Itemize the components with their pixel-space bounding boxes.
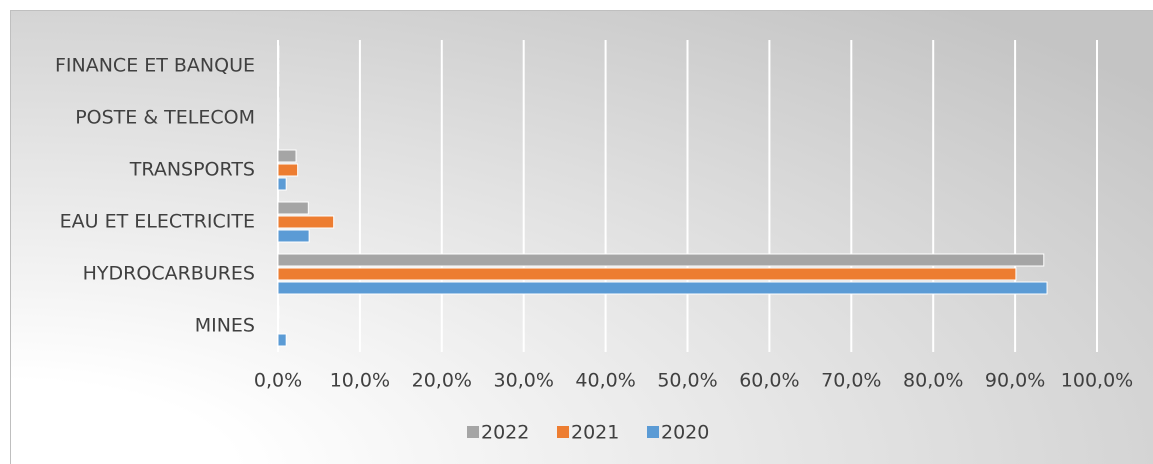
chart-background	[10, 10, 1153, 464]
x-tick-label: 90,0%	[985, 370, 1045, 392]
bar	[277, 149, 297, 163]
bar	[277, 215, 335, 229]
y-tick-label: EAU ET ELECTRICITE	[60, 211, 255, 233]
x-tick-label: 20,0%	[412, 370, 472, 392]
legend-swatch	[647, 426, 659, 438]
y-tick-label: MINES	[195, 315, 255, 337]
y-tick-label: FINANCE ET BANQUE	[55, 55, 255, 77]
bar	[277, 253, 1045, 267]
y-tick-label: TRANSPORTS	[129, 159, 255, 181]
x-tick-label: 0,0%	[254, 370, 302, 392]
x-tick-label: 40,0%	[575, 370, 635, 392]
bar	[277, 73, 280, 87]
legend-swatch	[467, 426, 479, 438]
bar	[277, 177, 287, 191]
x-tick-label: 100,0%	[1061, 370, 1133, 392]
bar	[277, 281, 1048, 295]
x-tick-label: 70,0%	[821, 370, 881, 392]
bar	[277, 59, 280, 73]
x-tick-label: 50,0%	[657, 370, 717, 392]
bar	[277, 305, 280, 319]
legend-swatch	[557, 426, 569, 438]
bar	[277, 229, 310, 243]
bar	[277, 163, 299, 177]
bar	[277, 97, 280, 111]
bar	[277, 125, 280, 139]
bar	[277, 267, 1017, 281]
x-tick-label: 10,0%	[330, 370, 390, 392]
legend-label: 2021	[571, 422, 619, 444]
x-tick-label: 30,0%	[494, 370, 554, 392]
bar	[277, 333, 287, 347]
bar	[277, 201, 309, 215]
y-tick-label: HYDROCARBURES	[83, 263, 255, 285]
x-tick-label: 80,0%	[903, 370, 963, 392]
legend-label: 2020	[661, 422, 709, 444]
bar	[277, 111, 280, 125]
y-tick-label: POSTE & TELECOM	[75, 107, 255, 129]
x-tick-label: 60,0%	[739, 370, 799, 392]
legend-label: 2022	[481, 422, 529, 444]
bar	[277, 45, 280, 59]
